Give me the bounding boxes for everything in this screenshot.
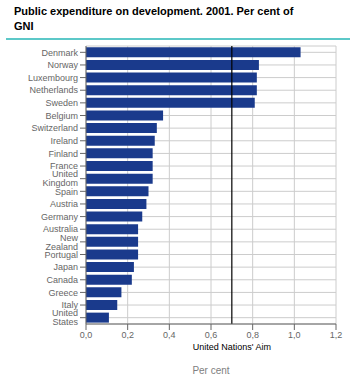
svg-text:Canada: Canada	[46, 275, 78, 285]
html-text:GNI: GNI	[14, 20, 34, 32]
svg-text:Per cent: Per cent	[192, 365, 229, 376]
svg-text:Japan: Japan	[53, 262, 78, 272]
svg-text:0,8: 0,8	[246, 330, 259, 340]
svg-text:Denmark: Denmark	[41, 48, 78, 58]
html-text:New: New	[60, 232, 78, 243]
svg-text:United Nations' Aim: United Nations' Aim	[193, 342, 271, 352]
svg-text:Austria: Austria	[50, 199, 78, 209]
svg-text:Belgium: Belgium	[45, 111, 78, 121]
svg-text:1,0: 1,0	[288, 330, 301, 340]
html-text:Public expenditure on developm: Public expenditure on development. 2001.…	[14, 5, 294, 17]
svg-text:1,2: 1,2	[330, 330, 343, 340]
svg-text:Switzerland: Switzerland	[31, 123, 78, 133]
svg-text:Spain: Spain	[55, 187, 78, 197]
html-text:United: United	[52, 169, 78, 180]
svg-text:France: France	[50, 161, 78, 172]
html-text:Kingdom: Kingdom	[42, 178, 78, 189]
svg-text:Greece: Greece	[48, 288, 78, 298]
svg-text:Sweden: Sweden	[45, 98, 78, 108]
svg-text:Germany: Germany	[41, 212, 79, 222]
svg-text:0,2: 0,2	[121, 330, 134, 340]
svg-text:Portugal: Portugal	[44, 250, 78, 260]
svg-text:Australia: Australia	[43, 224, 78, 235]
svg-text:UnitedStates: UnitedStates	[52, 308, 79, 327]
svg-text:Ireland: Ireland	[50, 136, 78, 146]
svg-text:Netherlands: Netherlands	[29, 85, 78, 95]
svg-text:Luxembourg: Luxembourg	[28, 73, 78, 83]
svg-text:0,6: 0,6	[205, 330, 218, 340]
svg-text:0,4: 0,4	[163, 330, 176, 340]
svg-text:Italy: Italy	[61, 300, 78, 311]
svg-text:Finland: Finland	[48, 149, 78, 159]
html-text:Zealand: Zealand	[45, 241, 78, 252]
svg-text:0,0: 0,0	[80, 330, 93, 340]
svg-text:Norway: Norway	[47, 60, 78, 70]
